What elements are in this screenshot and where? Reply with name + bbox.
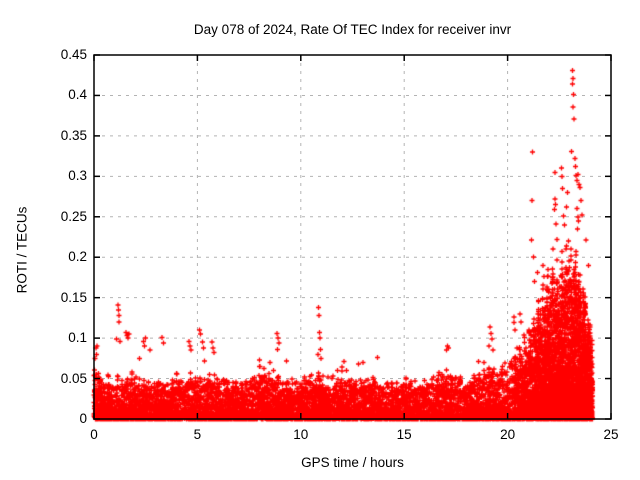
x-tick-label: 5	[193, 427, 202, 442]
y-tick-label: 0.1	[68, 330, 87, 346]
y-tick-label: 0.4	[68, 87, 87, 103]
y-tick-label: 0.45	[60, 47, 87, 62]
y-tick-label: 0.3	[68, 168, 87, 184]
chart-title: Day 078 of 2024, Rate Of TEC Index for r…	[193, 22, 512, 37]
y-tick-label: 0	[79, 411, 87, 426]
y-tick-label: 0.25	[60, 208, 87, 224]
y-tick-label: 0.35	[60, 127, 87, 143]
x-tick-label: 10	[293, 427, 309, 442]
x-axis-title: GPS time / hours	[301, 455, 404, 470]
x-tick-label: 15	[396, 427, 412, 442]
x-tick-label: 25	[603, 427, 619, 442]
y-tick-label: 0.05	[60, 370, 87, 386]
x-tick-label: 20	[500, 427, 516, 442]
y-tick-label: 0.2	[68, 249, 87, 265]
y-tick-label: 0.15	[60, 289, 87, 305]
x-tick-label: 0	[90, 427, 98, 442]
plot-border	[93, 54, 612, 420]
